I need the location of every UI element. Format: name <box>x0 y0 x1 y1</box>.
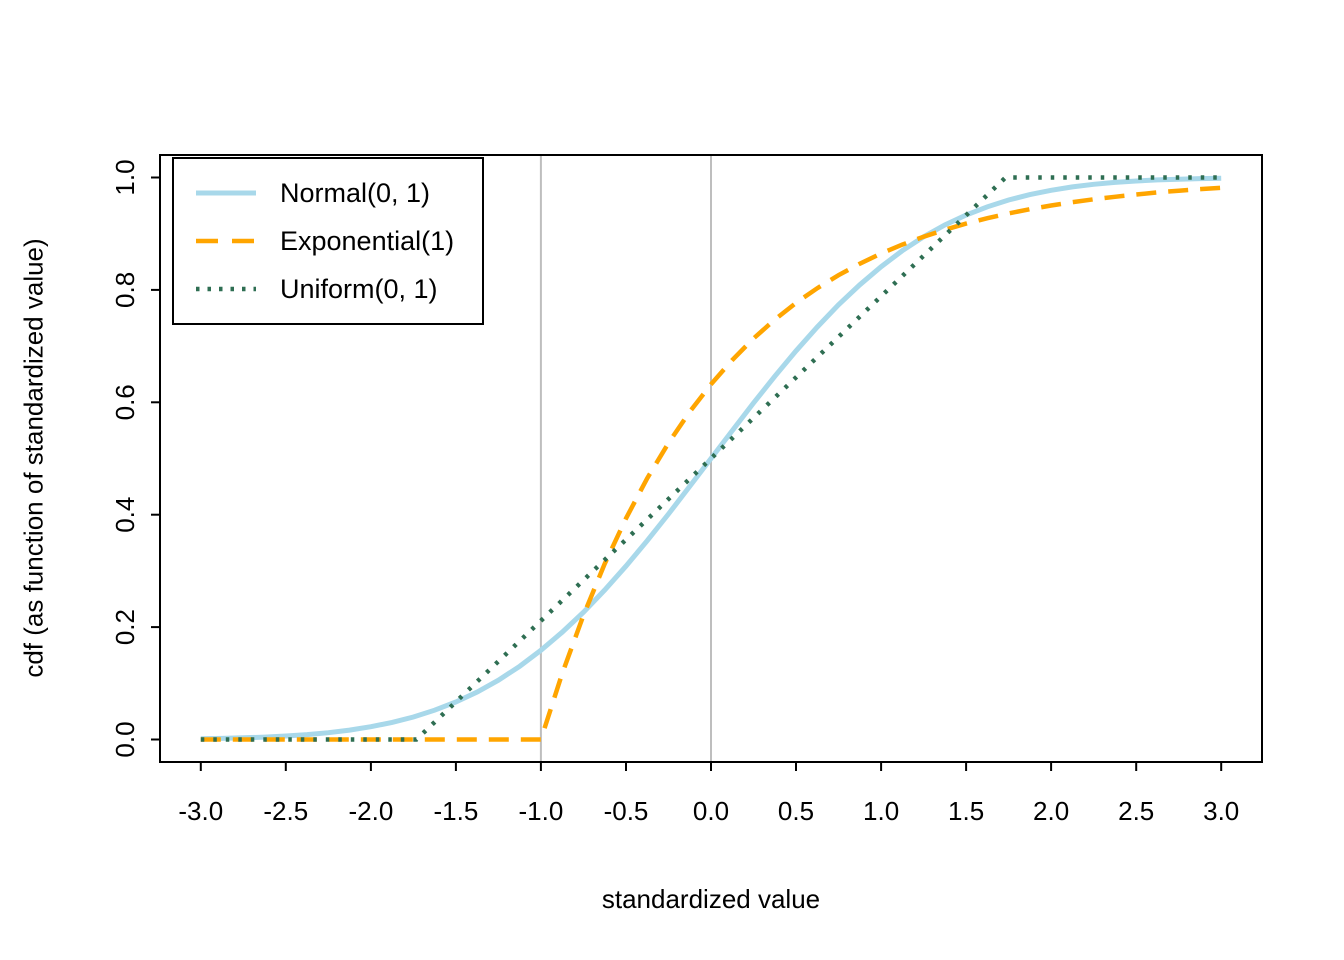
y-tick-label: 0.2 <box>110 609 140 645</box>
y-tick-label: 0.6 <box>110 384 140 420</box>
legend-line-exponential-icon <box>196 238 256 244</box>
legend-line-normal-icon <box>196 190 256 196</box>
legend-label-exponential: Exponential(1) <box>280 225 455 256</box>
x-tick-label: -1.0 <box>518 796 563 826</box>
series-line-dotted <box>200 175 1222 742</box>
legend-entry-normal: Normal(0, 1) <box>194 175 454 211</box>
legend-entry-uniform: Uniform(0, 1) <box>194 271 454 307</box>
y-tick-label: 0.0 <box>110 721 140 757</box>
x-tick-label: 0.5 <box>778 796 814 826</box>
legend-line-uniform-icon <box>196 286 256 292</box>
x-tick-label: -0.5 <box>604 796 649 826</box>
x-tick-label: -2.0 <box>348 796 393 826</box>
x-tick-label: -1.5 <box>433 796 478 826</box>
x-tick-label: 2.0 <box>1033 796 1069 826</box>
series-line-solid <box>200 175 1222 742</box>
x-axis-title: standardized value <box>601 884 821 914</box>
legend: Normal(0, 1) Exponential(1) Uniform(0, 1… <box>172 157 485 325</box>
legend-label-normal: Normal(0, 1) <box>280 177 431 208</box>
y-axis-title: cdf (as function of standardized value) <box>18 238 49 678</box>
legend-entry-exponential: Exponential(1) <box>194 223 454 259</box>
y-tick-label: 0.4 <box>110 497 140 533</box>
x-tick-label: 3.0 <box>1203 796 1239 826</box>
legend-label-uniform: Uniform(0, 1) <box>280 273 438 304</box>
x-tick-label: -2.5 <box>263 796 308 826</box>
x-tick-label: 2.5 <box>1118 796 1154 826</box>
y-tick-label: 1.0 <box>110 159 140 195</box>
x-tick-label: 0.0 <box>693 796 729 826</box>
x-tick-label: 1.5 <box>948 796 984 826</box>
y-tick-label: 0.8 <box>110 272 140 308</box>
x-tick-label: -3.0 <box>178 796 223 826</box>
x-tick-label: 1.0 <box>863 796 899 826</box>
series-line-dashed <box>200 185 1222 742</box>
